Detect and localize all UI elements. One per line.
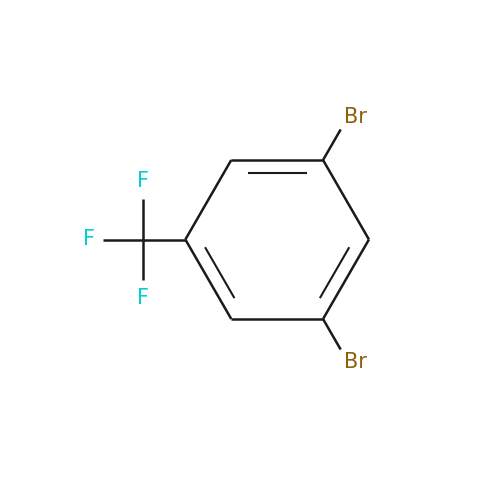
Text: F: F [137, 171, 149, 191]
Text: F: F [82, 229, 94, 250]
Text: Br: Br [344, 352, 367, 372]
Text: F: F [137, 288, 149, 308]
Text: Br: Br [344, 107, 367, 127]
